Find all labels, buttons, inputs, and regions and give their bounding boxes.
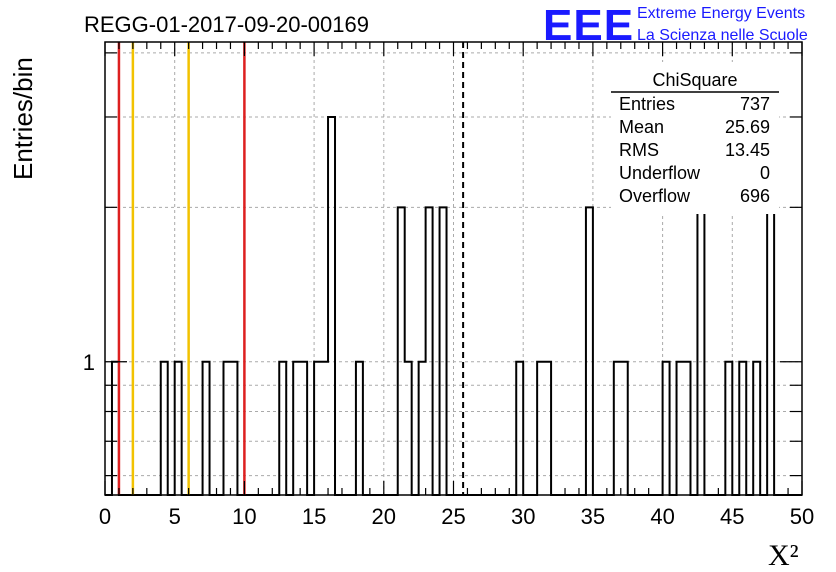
stats-value: 13.45 xyxy=(725,140,770,160)
x-tick-label: 30 xyxy=(511,504,535,529)
x-tick-label: 20 xyxy=(372,504,396,529)
histogram-bin xyxy=(516,362,523,495)
stats-box-bg xyxy=(611,62,779,214)
stats-rows: Entries 737 Mean 25.69 RMS 13.45 Underflow 0 Ove… xyxy=(619,94,770,206)
logo-line-2: La Scienza nelle Scuole xyxy=(637,27,808,44)
histogram-bin xyxy=(753,362,760,495)
histogram-bin xyxy=(398,207,405,495)
stats-label: Underflow xyxy=(619,163,701,183)
x-tick-label: 25 xyxy=(441,504,465,529)
histogram-bin xyxy=(537,362,544,495)
histogram-bin xyxy=(300,362,307,495)
histogram-bin xyxy=(684,362,691,495)
tick-labels: 0 5 10 15 20 25 30 35 40 45 50 1 xyxy=(83,350,814,529)
histogram-bin xyxy=(767,207,774,495)
stats-label: Entries xyxy=(619,94,675,114)
histogram-bin xyxy=(203,362,210,495)
y-tick-label: 1 xyxy=(83,350,95,375)
histogram-bin xyxy=(356,362,363,495)
histogram-bin xyxy=(586,207,593,495)
histogram-bin xyxy=(321,362,328,495)
histogram-bin xyxy=(614,362,621,495)
x-tick-label: 50 xyxy=(790,504,814,529)
x-tick-label: 10 xyxy=(232,504,256,529)
histogram-bin xyxy=(725,362,732,495)
axes xyxy=(104,41,803,496)
histogram-bin xyxy=(293,362,300,495)
histogram-bin xyxy=(161,362,168,495)
stats-label: Overflow xyxy=(619,186,691,206)
histogram-bin xyxy=(230,362,237,495)
x-tick-label: 45 xyxy=(720,504,744,529)
histogram-bin xyxy=(405,362,412,495)
logo-line-1: Extreme Energy Events xyxy=(637,5,805,22)
stats-value: 0 xyxy=(760,163,770,183)
histogram-bin xyxy=(739,362,746,495)
histogram-bin xyxy=(663,362,670,495)
histogram-bin xyxy=(440,207,447,495)
x-tick-label: 15 xyxy=(302,504,326,529)
histogram-bin xyxy=(175,362,182,495)
histogram-bin xyxy=(328,117,335,495)
eee-logo-mark: EEE xyxy=(543,1,634,50)
x-tick-label: 35 xyxy=(581,504,605,529)
stats-label: Mean xyxy=(619,117,664,137)
histogram-bin xyxy=(314,362,321,495)
stats-value: 737 xyxy=(740,94,770,114)
histogram-bin xyxy=(223,362,230,495)
histogram-bin xyxy=(279,362,286,495)
histogram-bin xyxy=(697,207,704,495)
chart-title: REGG-01-2017-09-20-00169 xyxy=(84,12,369,37)
x-tick-label: 40 xyxy=(650,504,674,529)
stats-title: ChiSquare xyxy=(652,70,737,90)
eee-logo: EEE Extreme Energy Events La Scienza nel… xyxy=(543,1,808,50)
marker-lines xyxy=(117,42,465,495)
histogram-bin xyxy=(677,362,684,495)
histogram-bin xyxy=(544,362,551,495)
histogram-bin xyxy=(621,362,628,495)
stats-box: ChiSquare Entries 737 Mean 25.69 RMS 13.45 Und… xyxy=(611,62,779,214)
y-axis-label: Entries/bin xyxy=(8,57,38,180)
x-tick-label: 5 xyxy=(169,504,181,529)
stats-value: 696 xyxy=(740,186,770,206)
x-tick-label: 0 xyxy=(99,504,111,529)
x-axis-label: X² xyxy=(768,539,799,572)
stats-value: 25.69 xyxy=(725,117,770,137)
histogram-bin xyxy=(419,362,426,495)
histogram-bin xyxy=(426,207,433,495)
stats-label: RMS xyxy=(619,140,659,160)
